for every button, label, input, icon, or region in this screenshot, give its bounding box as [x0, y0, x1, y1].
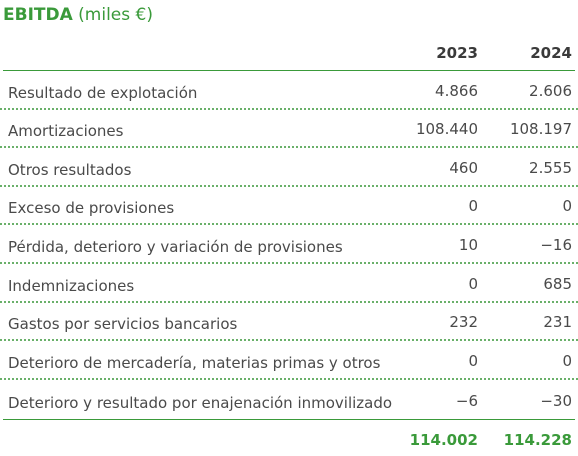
column-header-2024: 2024 [530, 44, 572, 62]
total-value-2024: 114.228 [503, 431, 572, 449]
header-divider [3, 70, 575, 71]
row-label: Amortizaciones [8, 122, 124, 141]
table-row: Deterioro y resultado por enajenación in… [0, 380, 578, 419]
row-label: Deterioro de mercadería, materias primas… [8, 353, 381, 372]
total-row: 114.002 114.228 [0, 420, 578, 456]
row-value-2023: 10 [458, 235, 478, 254]
row-label: Deterioro y resultado por enajenación in… [8, 394, 393, 413]
row-value-2024: 231 [543, 313, 572, 332]
table-row: Indemnizaciones 0 685 [0, 264, 578, 303]
total-value-2023: 114.002 [409, 431, 478, 449]
row-label: Gastos por servicios bancarios [8, 315, 238, 334]
table-row: Otros resultados 460 2.555 [0, 148, 578, 187]
table-row: Resultado de explotación 4.866 2.606 [0, 71, 578, 110]
table-row: Deterioro de mercadería, materias primas… [0, 341, 578, 380]
row-value-2024: −30 [540, 392, 572, 411]
row-value-2023: 108.440 [415, 120, 478, 139]
row-value-2023: 0 [468, 274, 478, 293]
title-main: EBITDA [3, 5, 73, 25]
row-value-2024: −16 [540, 235, 572, 254]
row-label: Pérdida, deterioro y variación de provis… [8, 237, 343, 256]
row-value-2023: 460 [449, 158, 478, 177]
row-value-2024: 0 [562, 351, 572, 370]
table-row: Pérdida, deterioro y variación de provis… [0, 225, 578, 264]
table-header: 2023 2024 [0, 36, 578, 69]
row-label: Indemnizaciones [8, 276, 135, 295]
column-header-2023: 2023 [436, 44, 478, 62]
row-value-2023: 232 [449, 313, 478, 332]
table-row: Gastos por servicios bancarios 232 231 [0, 303, 578, 342]
row-label: Otros resultados [8, 160, 132, 179]
row-value-2024: 2.555 [529, 158, 572, 177]
row-value-2024: 2.606 [529, 81, 572, 100]
table-title: EBITDA (miles €) [3, 3, 153, 27]
row-value-2024: 685 [543, 274, 572, 293]
row-value-2024: 0 [562, 197, 572, 216]
row-value-2023: 0 [468, 197, 478, 216]
row-label: Resultado de explotación [8, 83, 198, 102]
table-body: Resultado de explotación 4.866 2.606 Amo… [0, 71, 578, 418]
row-value-2023: 0 [468, 351, 478, 370]
total-divider [3, 419, 575, 420]
table-row: Amortizaciones 108.440 108.197 [0, 110, 578, 149]
table-row: Exceso de provisiones 0 0 [0, 187, 578, 226]
row-value-2023: −6 [455, 392, 478, 411]
title-unit: (miles €) [78, 5, 153, 25]
row-label: Exceso de provisiones [8, 199, 175, 218]
row-value-2023: 4.866 [435, 81, 478, 100]
row-value-2024: 108.197 [509, 120, 572, 139]
